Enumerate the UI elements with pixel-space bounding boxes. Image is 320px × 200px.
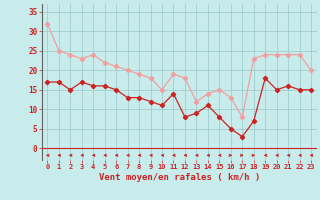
X-axis label: Vent moyen/en rafales ( km/h ): Vent moyen/en rafales ( km/h ) [99,173,260,182]
